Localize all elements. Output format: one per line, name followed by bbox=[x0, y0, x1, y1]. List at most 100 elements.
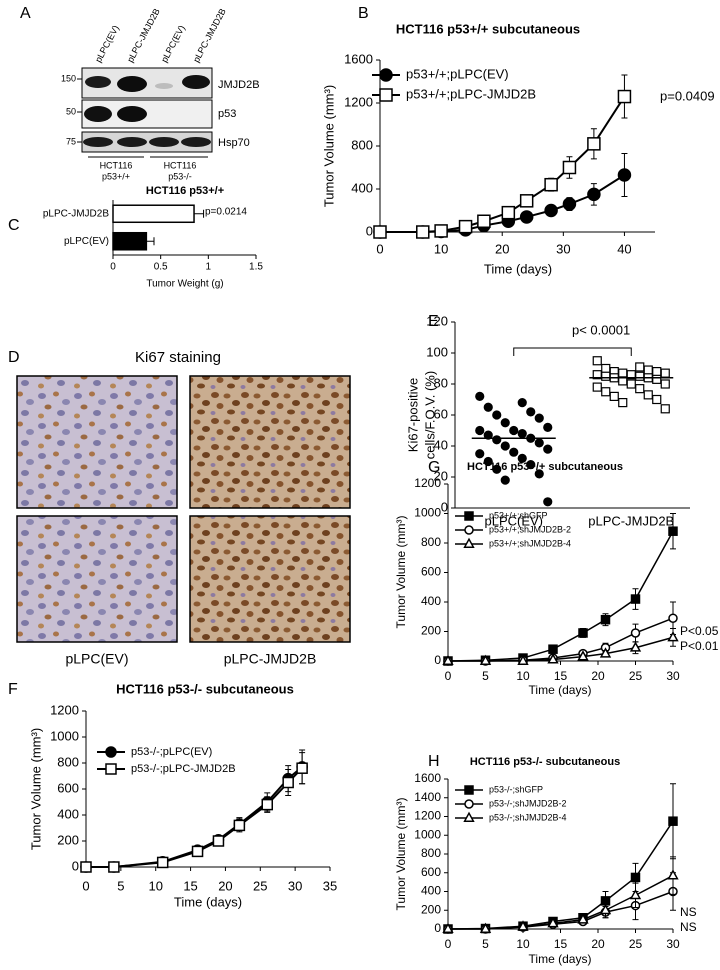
y-tick-label: 1000 bbox=[414, 506, 441, 520]
marker bbox=[477, 214, 491, 228]
group-label: p53-/- bbox=[168, 171, 192, 181]
bar bbox=[112, 204, 195, 224]
x-tick-label: 35 bbox=[323, 878, 337, 893]
marker bbox=[601, 387, 611, 397]
legend-label: p53+/+;pLPC(EV) bbox=[406, 66, 509, 81]
marker bbox=[475, 425, 485, 436]
blot-band bbox=[117, 76, 147, 92]
legend-label: p53-/-;pLPC-JMJD2B bbox=[131, 763, 236, 775]
x-tick-label: 5 bbox=[117, 878, 124, 893]
blot-band bbox=[84, 106, 112, 122]
marker bbox=[618, 368, 628, 378]
staining-title: Ki67 staining bbox=[135, 349, 221, 366]
y-tick-label: 600 bbox=[421, 865, 441, 879]
y-tick-label: 1000 bbox=[50, 728, 79, 743]
marker bbox=[668, 526, 678, 536]
x-tick-label: 15 bbox=[183, 878, 197, 893]
marker bbox=[643, 365, 653, 375]
marker bbox=[547, 917, 559, 928]
marker bbox=[500, 475, 510, 485]
category-label: pLPC(EV) bbox=[484, 513, 543, 528]
marker bbox=[601, 363, 611, 374]
marker bbox=[416, 225, 430, 239]
category-label: pLPC-JMJD2B bbox=[43, 208, 109, 219]
x-tick-label: 25 bbox=[253, 878, 267, 893]
marker bbox=[373, 225, 387, 239]
blot-band bbox=[83, 137, 113, 147]
x-axis-label: Tumor Weight (g) bbox=[146, 279, 223, 290]
marker bbox=[492, 435, 502, 445]
marker bbox=[667, 631, 679, 642]
marker bbox=[562, 160, 577, 175]
x-tick-label: 1 bbox=[206, 262, 212, 273]
x-tick-label: 20 bbox=[495, 241, 509, 256]
marker bbox=[519, 194, 534, 208]
legend-label: p53+/+;shJMJD2B-2 bbox=[489, 524, 571, 534]
annotation: P<0.05 bbox=[680, 624, 719, 638]
marker bbox=[544, 177, 558, 192]
marker bbox=[483, 456, 493, 467]
blot-band bbox=[85, 76, 111, 88]
x-tick-label: 0.5 bbox=[154, 262, 168, 273]
x-tick-label: 25 bbox=[629, 937, 643, 951]
x-tick-label: 15 bbox=[554, 669, 568, 683]
marker bbox=[629, 888, 642, 900]
annotation: NS bbox=[680, 905, 697, 919]
marker bbox=[534, 469, 544, 479]
x-tick-label: 0 bbox=[82, 878, 89, 893]
marker bbox=[517, 398, 527, 408]
marker bbox=[629, 641, 642, 652]
annotation: p< 0.0001 bbox=[572, 322, 630, 337]
marker bbox=[479, 922, 492, 933]
marker bbox=[517, 654, 529, 665]
protein-label: p53 bbox=[218, 108, 236, 120]
x-tick-label: 10 bbox=[516, 669, 530, 683]
marker bbox=[577, 650, 589, 661]
marker bbox=[156, 856, 169, 869]
marker bbox=[500, 418, 510, 428]
lane-label: pLPC(EV) bbox=[159, 24, 187, 64]
y-tick-label: 0 bbox=[366, 223, 373, 238]
significance-bracket bbox=[513, 347, 632, 356]
panel-label: F bbox=[8, 681, 18, 698]
marker bbox=[660, 404, 670, 414]
y-tick-label: 400 bbox=[421, 884, 441, 898]
marker bbox=[534, 438, 544, 448]
y-tick-label: 200 bbox=[421, 624, 441, 638]
marker bbox=[475, 391, 485, 401]
series-line bbox=[448, 617, 674, 662]
panel-label: B bbox=[358, 5, 369, 22]
annotation: NS bbox=[680, 920, 697, 934]
marker bbox=[296, 762, 308, 774]
panel-label: A bbox=[20, 5, 31, 22]
marker bbox=[544, 203, 558, 218]
marker bbox=[626, 379, 636, 389]
chart-title: HCT116 p53+/+ subcutaneous bbox=[467, 461, 623, 473]
marker bbox=[635, 371, 645, 381]
marker bbox=[543, 497, 553, 507]
blot-band bbox=[117, 137, 147, 147]
marker bbox=[643, 390, 653, 400]
size-marker: 150 bbox=[61, 73, 76, 83]
panel-label: H bbox=[428, 753, 440, 770]
marker bbox=[80, 861, 92, 873]
x-axis-label: Time (days) bbox=[529, 952, 592, 966]
marker bbox=[652, 394, 662, 405]
x-tick-label: 30 bbox=[666, 937, 680, 951]
blot-band bbox=[181, 137, 211, 147]
panel-label: C bbox=[8, 217, 20, 234]
micrograph bbox=[189, 515, 351, 643]
marker bbox=[517, 429, 527, 439]
chart-title: HCT116 p53-/- subcutaneous bbox=[470, 756, 620, 768]
x-axis-label: Time (days) bbox=[529, 683, 592, 697]
y-tick-label: 100 bbox=[426, 344, 448, 359]
x-tick-label: 40 bbox=[617, 241, 631, 256]
x-tick-label: 10 bbox=[434, 241, 448, 256]
y-tick-label: 60 bbox=[434, 406, 448, 421]
marker bbox=[577, 913, 589, 924]
x-tick-label: 10 bbox=[148, 878, 162, 893]
size-marker: 75 bbox=[66, 136, 76, 146]
marker bbox=[630, 594, 641, 604]
